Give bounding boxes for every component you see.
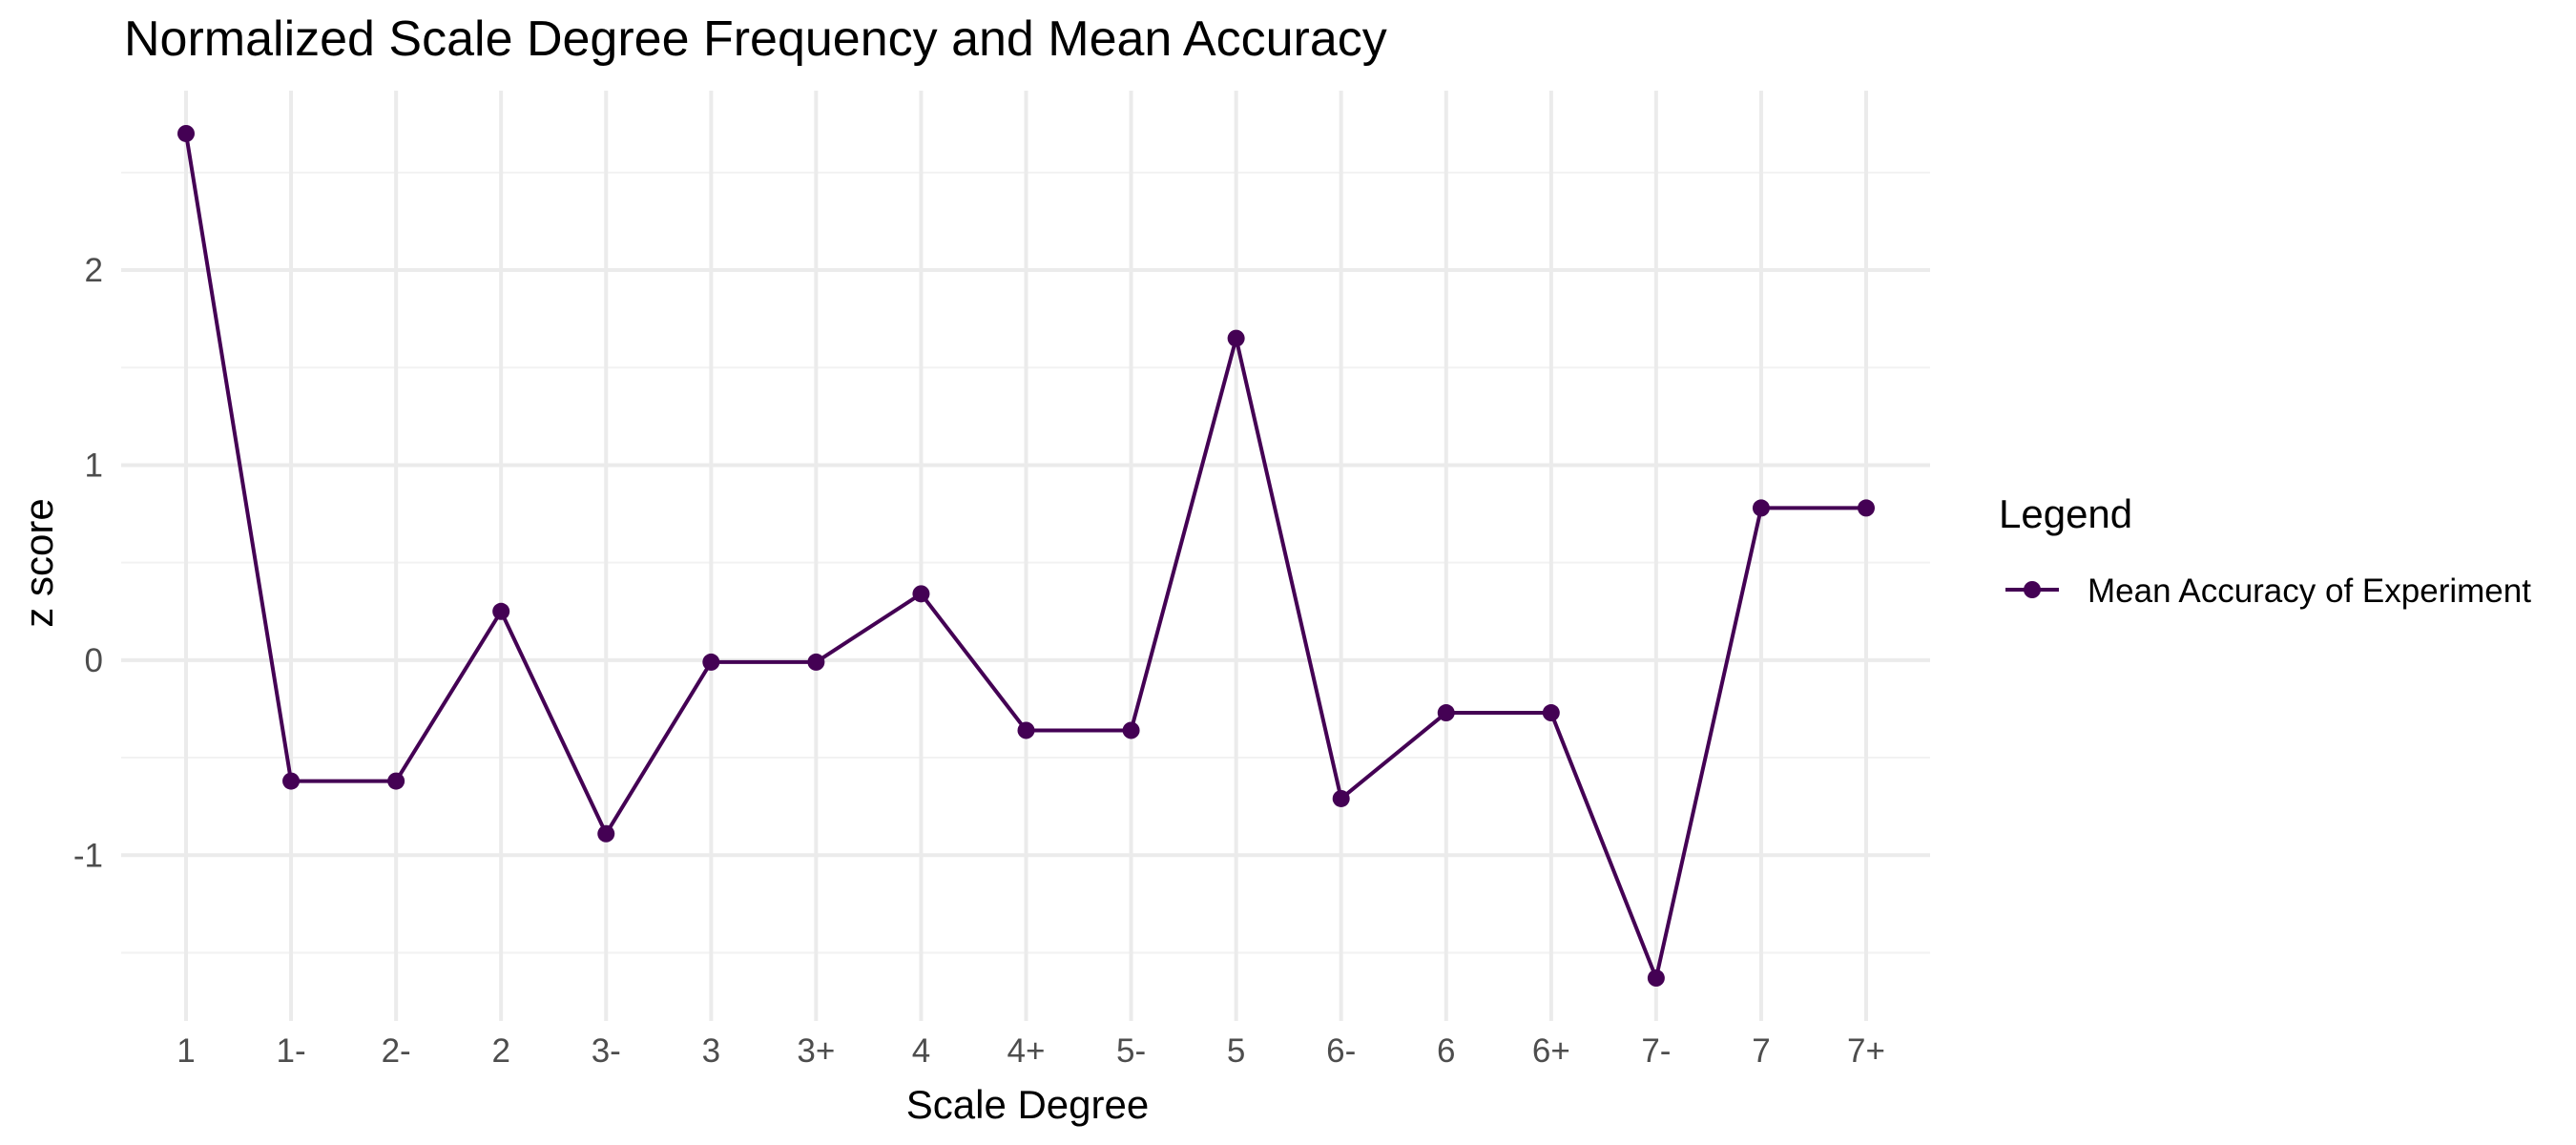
legend-title: Legend (1999, 491, 2132, 536)
x-tick-label: 2- (382, 1032, 411, 1070)
x-tick-label: 7 (1752, 1032, 1770, 1070)
chart-title: Normalized Scale Degree Frequency and Me… (124, 11, 1387, 67)
x-tick-label: 4+ (1008, 1032, 1046, 1070)
x-tick-label: 2 (491, 1032, 509, 1070)
data-point (177, 124, 195, 142)
data-point (1752, 499, 1770, 517)
series-layer (177, 124, 1875, 988)
x-tick-label: 6 (1437, 1032, 1455, 1070)
legend-key-point (2024, 581, 2041, 598)
x-tick-label: 7- (1641, 1032, 1671, 1070)
data-point (1437, 704, 1455, 722)
y-tick-label: 2 (85, 252, 103, 289)
y-axis-title: z score (16, 498, 61, 627)
x-axis-ticks: 1 1- 2- 2 3- 3 3+ 4 4+ 5- 5 6- 6 6+ 7- 7 7+ (177, 1032, 1885, 1070)
x-tick-label: 6- (1326, 1032, 1356, 1070)
x-tick-label: 3+ (797, 1032, 835, 1070)
x-tick-label: 6+ (1532, 1032, 1570, 1070)
data-point (282, 772, 301, 790)
legend: Legend Mean Accuracy of Experiment (1999, 491, 2531, 610)
x-tick-label: 3- (592, 1032, 621, 1070)
data-point (912, 585, 930, 603)
x-tick-label: 5 (1227, 1032, 1245, 1070)
data-point (1227, 329, 1245, 347)
data-point (1542, 704, 1560, 722)
y-tick-label: 0 (85, 642, 103, 679)
data-point (1332, 789, 1350, 807)
x-tick-label: 4 (912, 1032, 930, 1070)
x-tick-label: 1- (277, 1032, 306, 1070)
x-tick-label: 5- (1116, 1032, 1146, 1070)
data-point (1858, 499, 1875, 517)
y-axis-ticks: -1 0 1 2 (73, 252, 103, 874)
data-point (492, 602, 510, 620)
x-tick-label: 7+ (1847, 1032, 1885, 1070)
x-tick-label: 3 (702, 1032, 720, 1070)
legend-label: Mean Accuracy of Experiment (2088, 572, 2531, 610)
data-point (597, 824, 615, 843)
x-tick-label: 1 (177, 1032, 195, 1070)
grid-layer (121, 91, 1930, 1021)
data-point (1122, 721, 1140, 739)
x-axis-title: Scale Degree (906, 1082, 1149, 1127)
y-tick-label: 1 (85, 447, 103, 484)
data-point (1017, 721, 1035, 739)
y-tick-label: -1 (73, 837, 103, 874)
data-point (807, 653, 825, 671)
data-point (387, 772, 405, 790)
data-point (702, 653, 720, 671)
data-point (1647, 969, 1665, 988)
